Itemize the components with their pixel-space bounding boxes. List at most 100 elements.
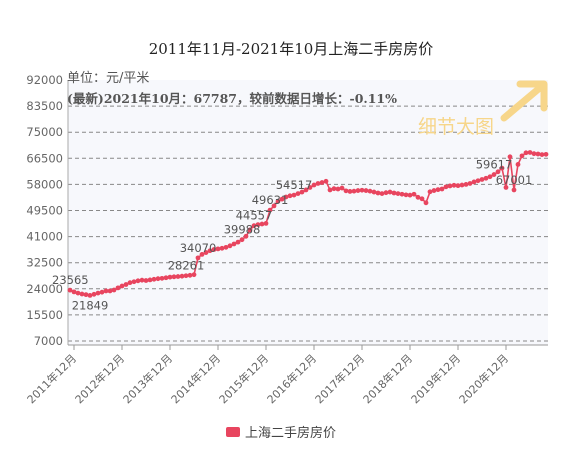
data-point[interactable] xyxy=(87,293,93,298)
data-point[interactable] xyxy=(275,198,281,204)
data-point[interactable] xyxy=(247,227,253,233)
data-point[interactable] xyxy=(223,244,229,250)
data-point[interactable] xyxy=(119,283,125,289)
data-point[interactable] xyxy=(483,175,489,181)
data-point[interactable] xyxy=(415,194,421,200)
data-point[interactable] xyxy=(451,182,457,188)
data-point[interactable] xyxy=(163,275,169,281)
data-point[interactable] xyxy=(115,285,121,291)
data-point[interactable] xyxy=(355,188,361,193)
data-point[interactable] xyxy=(499,165,505,171)
data-point[interactable] xyxy=(183,273,189,279)
data-point[interactable] xyxy=(219,245,225,251)
data-point[interactable] xyxy=(291,192,297,198)
data-point[interactable] xyxy=(351,188,357,194)
data-point[interactable] xyxy=(539,152,545,158)
data-point[interactable] xyxy=(331,186,337,192)
data-point[interactable] xyxy=(307,185,313,190)
data-point[interactable] xyxy=(455,183,461,189)
data-point[interactable] xyxy=(155,276,161,282)
data-point[interactable] xyxy=(359,187,365,193)
data-point[interactable] xyxy=(287,193,293,199)
data-point[interactable] xyxy=(303,187,309,193)
data-point[interactable] xyxy=(263,220,269,226)
data-point[interactable] xyxy=(271,203,277,209)
data-point[interactable] xyxy=(135,278,141,284)
data-point[interactable] xyxy=(167,274,173,280)
data-point[interactable] xyxy=(403,192,409,198)
data-point[interactable] xyxy=(371,189,377,195)
data-point[interactable] xyxy=(295,191,301,197)
data-point[interactable] xyxy=(207,248,213,254)
data-point[interactable] xyxy=(379,191,385,197)
data-point[interactable] xyxy=(95,290,101,296)
data-point[interactable] xyxy=(419,196,425,202)
data-point[interactable] xyxy=(211,247,217,252)
data-point[interactable] xyxy=(335,186,341,192)
data-point[interactable] xyxy=(475,178,481,184)
data-point[interactable] xyxy=(535,151,541,157)
data-point[interactable] xyxy=(339,185,345,191)
data-point[interactable] xyxy=(227,243,233,249)
data-point[interactable] xyxy=(283,194,289,200)
data-point[interactable] xyxy=(159,275,165,281)
data-point[interactable] xyxy=(531,151,537,157)
expand-arrow-icon[interactable] xyxy=(498,78,550,124)
data-point[interactable] xyxy=(387,189,393,195)
data-point[interactable] xyxy=(67,287,73,293)
detail-view-link[interactable]: 细节大图 xyxy=(418,116,495,138)
data-point[interactable] xyxy=(507,154,513,160)
data-point[interactable] xyxy=(243,233,249,239)
data-point[interactable] xyxy=(467,181,473,186)
data-point[interactable] xyxy=(347,189,353,194)
data-point[interactable] xyxy=(495,169,501,175)
data-point[interactable] xyxy=(423,200,429,206)
data-point[interactable] xyxy=(491,172,497,177)
data-point[interactable] xyxy=(199,252,205,257)
data-point[interactable] xyxy=(143,278,149,283)
data-point[interactable] xyxy=(315,181,321,186)
data-point[interactable] xyxy=(527,150,533,155)
data-point[interactable] xyxy=(215,246,221,252)
data-point[interactable] xyxy=(279,196,285,202)
data-point[interactable] xyxy=(195,255,201,261)
data-point[interactable] xyxy=(123,282,129,287)
data-point[interactable] xyxy=(75,290,81,296)
data-point[interactable] xyxy=(299,189,305,195)
data-point[interactable] xyxy=(391,190,397,196)
data-point[interactable] xyxy=(399,191,405,197)
data-point[interactable] xyxy=(383,190,389,196)
data-point[interactable] xyxy=(111,287,117,293)
data-point[interactable] xyxy=(79,291,85,297)
data-point[interactable] xyxy=(99,289,105,295)
data-point[interactable] xyxy=(267,207,273,213)
data-point[interactable] xyxy=(71,289,77,295)
data-point[interactable] xyxy=(411,191,417,197)
data-point[interactable] xyxy=(251,223,257,229)
data-point[interactable] xyxy=(459,182,465,188)
data-point[interactable] xyxy=(443,184,449,190)
data-point[interactable] xyxy=(127,280,133,286)
data-point[interactable] xyxy=(435,187,441,193)
data-point[interactable] xyxy=(543,151,549,157)
data-point[interactable] xyxy=(519,153,525,159)
data-point[interactable] xyxy=(375,190,381,196)
data-point[interactable] xyxy=(103,288,109,294)
data-point[interactable] xyxy=(187,272,193,278)
data-point[interactable] xyxy=(447,183,453,189)
data-point[interactable] xyxy=(479,177,485,182)
data-point[interactable] xyxy=(407,192,413,198)
data-point[interactable] xyxy=(319,180,325,185)
data-point[interactable] xyxy=(179,273,185,279)
data-point[interactable] xyxy=(327,187,333,193)
data-point[interactable] xyxy=(139,277,145,283)
data-point[interactable] xyxy=(363,188,369,193)
data-point[interactable] xyxy=(343,188,349,194)
data-point[interactable] xyxy=(231,241,237,247)
data-point[interactable] xyxy=(395,191,401,197)
data-point[interactable] xyxy=(511,187,517,193)
data-point[interactable] xyxy=(147,277,153,283)
data-point[interactable] xyxy=(471,179,477,185)
data-point[interactable] xyxy=(463,182,469,187)
data-point[interactable] xyxy=(151,276,157,282)
